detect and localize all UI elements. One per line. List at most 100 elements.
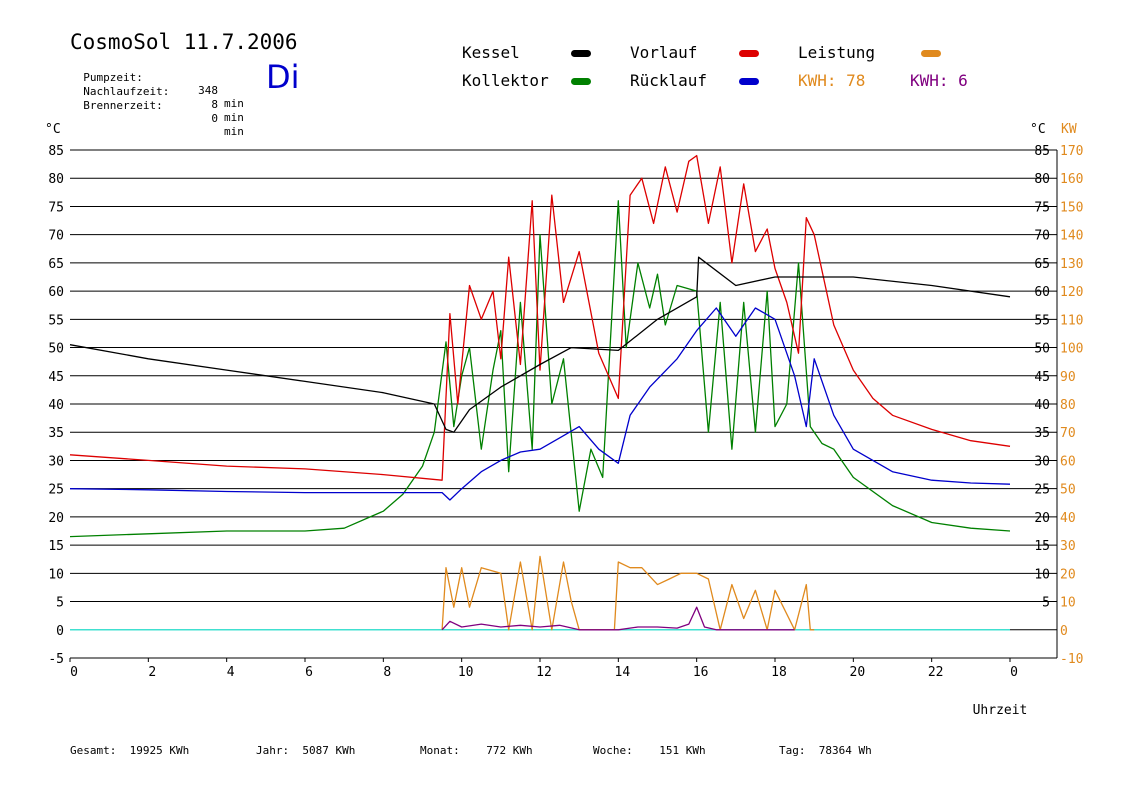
y-tick-label-right: 25 [1034, 483, 1050, 498]
legend-kessel-swatch [571, 50, 591, 57]
stat-brennerzeit: Brennerzeit: 0 min [70, 86, 244, 138]
kw-tick-label: 160 [1060, 172, 1083, 187]
legend-vorlauf-swatch [739, 50, 759, 57]
legend-kwh-leistung: KWH: 78 [798, 71, 865, 90]
chart-title: CosmoSol 11.7.2006 [70, 30, 298, 54]
y-tick-label-right: 60 [1034, 285, 1050, 300]
y-tick-label-right: 75 [1034, 200, 1050, 215]
x-tick-label: 0 [70, 665, 78, 680]
y-tick-label: 65 [48, 257, 64, 272]
y-tick-label: 55 [48, 313, 64, 328]
y-tick-label-right: 40 [1034, 398, 1050, 413]
y-tick-label-right: 70 [1034, 229, 1050, 244]
kw-tick-label: 110 [1060, 313, 1083, 328]
y-tick-label-right: 45 [1034, 370, 1050, 385]
footer-label: Jahr: [256, 744, 290, 757]
stat-label: Nachlaufzeit: [83, 85, 170, 98]
y-tick-label: 20 [48, 511, 64, 526]
y-tick-label: 25 [48, 483, 64, 498]
kw-tick-label: 140 [1060, 229, 1083, 244]
y-tick-label-right: 10 [1034, 567, 1050, 582]
kw-tick-label: 30 [1060, 539, 1076, 554]
legend-kollektor-label: Kollektor [462, 71, 549, 90]
x-tick-label: 0 [1010, 665, 1018, 680]
footer-value: 772 KWh [486, 744, 533, 757]
x-tick-label: 14 [615, 665, 631, 680]
y-tick-label-right: 80 [1034, 172, 1050, 187]
footer-label: Monat: [420, 744, 460, 757]
y-tick-label-right: 20 [1034, 511, 1050, 526]
footer-monat: Monat: 772 KWh [420, 744, 533, 757]
y-tick-label: 40 [48, 398, 64, 413]
series-line-ruecklauf [69, 307, 1011, 501]
stat-nachlaufzeit: Nachlaufzeit: 8 min [70, 72, 244, 124]
kwh-value: 6 [958, 71, 968, 90]
weekday-label: Di [266, 58, 300, 96]
legend-kessel-label: Kessel [462, 43, 520, 62]
kw-tick-label: 20 [1060, 567, 1076, 582]
footer-label: Gesamt: [70, 744, 117, 757]
y-tick-label: 60 [48, 285, 64, 300]
stat-unit: min [224, 111, 244, 124]
footer-value: 19925 KWh [129, 744, 190, 757]
x-tick-label: 4 [227, 665, 235, 680]
y-tick-label-right: 85 [1034, 144, 1050, 159]
stat-value: 8 [211, 98, 218, 111]
x-tick-label: 20 [850, 665, 866, 680]
series-line-kollektor [69, 200, 1011, 538]
legend-vorlauf-label: Vorlauf [630, 43, 698, 62]
y-tick-label: 5 [56, 596, 64, 611]
y-tick-label-right: 30 [1034, 454, 1050, 469]
kw-tick-label: 130 [1060, 257, 1083, 272]
footer-gesamt: Gesamt: 19925 KWh [70, 744, 189, 757]
y-tick-label-right: 50 [1034, 342, 1050, 357]
kw-tick-label: 100 [1060, 342, 1083, 357]
kw-tick-label: 150 [1060, 200, 1083, 215]
footer-label: Woche: [593, 744, 633, 757]
x-tick-label: 10 [458, 665, 474, 680]
kw-tick-label: 120 [1060, 285, 1083, 300]
kw-tick-label: 40 [1060, 511, 1076, 526]
y-tick-label-right: 5 [1042, 596, 1050, 611]
y-tick-label: 0 [56, 624, 64, 639]
y-tick-label: 70 [48, 229, 64, 244]
y-tick-label: 15 [48, 539, 64, 554]
kw-tick-label: -10 [1060, 652, 1083, 667]
footer-tag: Tag: 78364 Wh [779, 744, 872, 757]
legend-ruecklauf-label: Rücklauf [630, 71, 708, 90]
y-axis-unit-right: °C [1030, 122, 1046, 137]
footer-woche: Woche: 151 KWh [593, 744, 706, 757]
stat-value: 348 [198, 84, 218, 97]
y-tick-label-right: 55 [1034, 313, 1050, 328]
x-axis-label: Uhrzeit [973, 703, 1028, 718]
stat-unit: min [224, 125, 244, 138]
kw-tick-label: 170 [1060, 144, 1083, 159]
footer-value: 151 KWh [659, 744, 706, 757]
footer-value: 5087 KWh [302, 744, 356, 757]
footer-label: Tag: [779, 744, 806, 757]
series-line-vorlauf [69, 154, 1011, 481]
x-tick-label: 18 [771, 665, 787, 680]
kwh-label: KWH: [910, 71, 949, 90]
y-tick-label: 80 [48, 172, 64, 187]
y-tick-label: 45 [48, 370, 64, 385]
series-line-leistung [441, 555, 815, 631]
y-tick-label-right: 35 [1034, 426, 1050, 441]
kwh-label: KWH: [798, 71, 837, 90]
x-tick-label: 22 [928, 665, 944, 680]
series-line-kwh [441, 606, 795, 631]
legend-ruecklauf-swatch [739, 78, 759, 85]
y-tick-label: -5 [48, 652, 64, 667]
kw-tick-label: 70 [1060, 426, 1076, 441]
kw-axis-unit: KW [1061, 122, 1077, 137]
series-line-kessel [69, 256, 1011, 433]
y-tick-label: 10 [48, 567, 64, 582]
stat-label: Brennerzeit: [83, 99, 163, 112]
x-tick-label: 8 [383, 665, 391, 680]
stat-pumpzeit: Pumpzeit: 348 min [70, 58, 244, 110]
legend-kwh-secondary: KWH: 6 [910, 71, 968, 90]
footer-jahr: Jahr: 5087 KWh [256, 744, 355, 757]
y-tick-label: 85 [48, 144, 64, 159]
y-tick-label: 30 [48, 454, 64, 469]
